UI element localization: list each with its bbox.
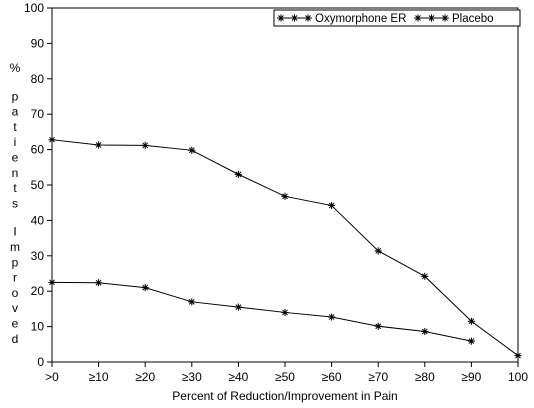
data-point — [48, 278, 56, 286]
data-point — [514, 352, 522, 360]
data-point — [421, 327, 429, 336]
data-point — [328, 313, 336, 321]
data-point — [281, 192, 289, 200]
x-tick-label: ≥60 — [322, 370, 342, 384]
legend-marker — [290, 14, 299, 22]
x-tick-label: ≥80 — [415, 370, 435, 384]
legend-entry: Oxymorphone ER — [277, 13, 406, 25]
y-axis-title-char: n — [12, 166, 19, 180]
data-point — [467, 337, 475, 345]
data-point — [234, 303, 242, 311]
x-tick-label: ≥90 — [461, 370, 481, 384]
data-point — [95, 141, 103, 149]
legend-box — [273, 9, 521, 27]
y-axis-title-char: a — [12, 105, 19, 119]
y-tick-label: 80 — [31, 72, 45, 86]
y-axis-title-char: t — [13, 120, 17, 134]
y-axis-title-char: p — [12, 255, 19, 269]
y-axis-title-char: p — [12, 89, 19, 103]
y-tick-label: 70 — [31, 107, 45, 121]
y-tick-label: 90 — [31, 36, 45, 50]
x-tick-label: ≥40 — [228, 370, 248, 384]
y-axis-title-char: i — [14, 135, 17, 149]
data-point — [95, 279, 103, 287]
legend-label: Placebo — [452, 13, 494, 25]
y-tick-label: 100 — [24, 1, 44, 15]
x-axis-title: Percent of Reduction/Improvement in Pain — [172, 389, 397, 403]
series-line — [51, 281, 472, 342]
y-tick-label: 20 — [31, 284, 45, 298]
y-tick-label: 0 — [37, 355, 44, 369]
y-axis-title-char: % — [10, 61, 21, 75]
legend-entry: Placebo — [414, 13, 494, 25]
legend-marker — [427, 14, 436, 22]
legend-marker — [414, 14, 422, 22]
y-axis-title-char: t — [13, 181, 17, 195]
x-tick-label: ≥10 — [89, 370, 109, 384]
y-axis-title-char: d — [12, 332, 19, 346]
y-axis-title-char: I — [13, 225, 16, 239]
y-axis-title-char: m — [10, 240, 20, 254]
data-point — [374, 322, 382, 330]
legend-marker — [277, 14, 285, 22]
data-point — [188, 298, 196, 306]
x-tick-label: 100 — [508, 370, 528, 384]
series-line — [51, 139, 519, 357]
data-point — [48, 136, 56, 144]
x-tick-label: ≥30 — [182, 370, 202, 384]
y-tick-label: 50 — [31, 178, 45, 192]
data-point — [374, 247, 382, 255]
data-point — [281, 308, 289, 317]
y-axis-title-char: v — [12, 301, 18, 315]
x-tick-label: >0 — [45, 370, 59, 384]
legend-marker — [441, 14, 449, 22]
data-point — [188, 146, 196, 154]
data-point — [467, 317, 475, 325]
data-point — [141, 141, 149, 149]
y-axis-title-char: e — [12, 317, 19, 331]
series-1 — [48, 136, 522, 360]
y-tick-label: 40 — [31, 213, 45, 227]
x-tick-label: ≥50 — [275, 370, 295, 384]
data-point — [421, 272, 429, 280]
y-axis-title-char: r — [13, 271, 17, 285]
y-tick-label: 60 — [31, 143, 45, 157]
y-axis-title-char: e — [12, 151, 19, 165]
data-point — [234, 170, 242, 178]
y-tick-label: 10 — [31, 320, 45, 334]
y-tick-label: 30 — [31, 249, 45, 263]
x-tick-label: ≥70 — [368, 370, 388, 384]
x-tick-label: ≥20 — [135, 370, 155, 384]
y-axis-title-char: o — [12, 286, 19, 300]
series-2 — [48, 278, 475, 345]
y-axis-title-char: s — [12, 196, 18, 210]
data-point — [328, 201, 336, 210]
data-point — [141, 284, 149, 292]
legend-marker — [304, 14, 312, 22]
legend-label: Oxymorphone ER — [315, 13, 406, 25]
